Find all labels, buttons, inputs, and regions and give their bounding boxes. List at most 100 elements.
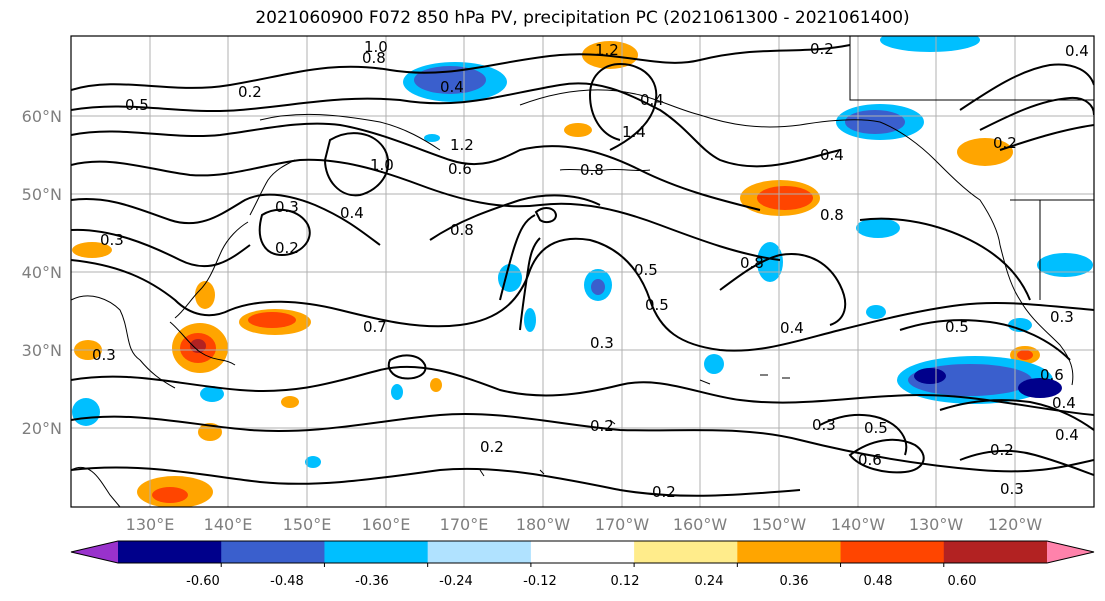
contour-label: 0.5 xyxy=(125,96,149,114)
contour-label: 1.0 xyxy=(370,156,394,174)
contour-label: 0.3 xyxy=(1000,480,1024,498)
contour-label: 0.6 xyxy=(1040,366,1064,384)
precip-positive-region xyxy=(430,378,442,392)
contour-label: 1.2 xyxy=(595,41,619,59)
lon-label: 150°W xyxy=(752,515,807,534)
colorbar-segment xyxy=(221,541,325,563)
colorbar-segment xyxy=(943,541,1048,563)
contour-labels: 1.0 0.8 1.2 0.2 0.4 0.2 0.4 0.5 0.4 1.2 … xyxy=(92,38,1089,501)
contour-label: 0.3 xyxy=(92,346,116,364)
contour-label: 0.8 xyxy=(362,49,386,67)
contour-label: 0.4 xyxy=(340,204,364,222)
contour-label: 0.8 xyxy=(820,206,844,224)
colorbar-outline xyxy=(70,540,1095,564)
precip-negative-region xyxy=(866,305,886,319)
colorbar-tick-label: -0.24 xyxy=(439,574,473,589)
precip-positive-region xyxy=(72,242,112,258)
precip-shading xyxy=(72,36,1093,507)
contour-label: 0.4 xyxy=(440,78,464,96)
colorbar-tick-label: -0.48 xyxy=(270,574,304,589)
contour-label: 0.3 xyxy=(812,416,836,434)
colorbar-tick-label: 0.12 xyxy=(611,574,640,589)
colorbar xyxy=(70,540,1095,567)
contour-label: 1.0 xyxy=(364,38,388,56)
precip-negative-core xyxy=(591,279,605,295)
precip-positive-region xyxy=(564,123,592,137)
colorbar-segment xyxy=(530,541,635,563)
colorbar-extend-max xyxy=(1047,541,1094,563)
contour-label: 0.3 xyxy=(1050,308,1074,326)
colorbar-segment xyxy=(427,541,532,563)
contour-label: 0.2 xyxy=(993,134,1017,152)
precip-negative-region xyxy=(524,308,536,332)
contour-label: 0.4 xyxy=(640,91,664,109)
contour-label: 0.2 xyxy=(990,441,1014,459)
lon-label: 170°E xyxy=(440,515,489,534)
lon-label: 160°W xyxy=(673,515,728,534)
contour-label: 0.4 xyxy=(1065,42,1089,60)
contour-label: 0.8 xyxy=(450,221,474,239)
lat-label: 40°N xyxy=(22,263,62,282)
lat-label: 30°N xyxy=(22,341,62,360)
precip-positive-core xyxy=(1017,350,1033,360)
contour-label: 1.2 xyxy=(450,136,474,154)
coastlines xyxy=(71,36,1094,507)
colorbar-segment xyxy=(737,541,842,563)
lon-label: 150°E xyxy=(283,515,332,534)
precip-negative-region xyxy=(424,134,440,142)
contour-label: 0.2 xyxy=(810,40,834,58)
contour-label: 0.5 xyxy=(945,318,969,336)
lon-label: 140°W xyxy=(831,515,886,534)
precip-positive-region xyxy=(195,281,215,309)
precip-positive-region xyxy=(957,138,1013,166)
precip-negative-region xyxy=(391,384,403,400)
colorbar-extend-min xyxy=(71,541,118,563)
contour-label: 0.6 xyxy=(858,451,882,469)
longitude-axis: 130°E 140°E 150°E 160°E 170°E 180°W 170°… xyxy=(126,515,1043,534)
contour-label: 0.4 xyxy=(780,319,804,337)
colorbar-segment xyxy=(118,541,222,563)
lon-label: 120°W xyxy=(988,515,1043,534)
contour-label: 0.6 xyxy=(448,160,472,178)
colorbar-tick-label: -0.60 xyxy=(186,574,220,589)
contour-label: 0.3 xyxy=(590,334,614,352)
contour-label: 0.3 xyxy=(100,231,124,249)
lat-label: 60°N xyxy=(22,107,62,126)
latitude-axis: 60°N 50°N 40°N 30°N 20°N xyxy=(22,107,62,438)
precip-negative-region xyxy=(200,386,224,402)
pv-contours xyxy=(71,44,1094,497)
colorbar-segment xyxy=(634,541,738,563)
precip-negative-peak xyxy=(914,368,946,384)
contour-label: 0.5 xyxy=(645,296,669,314)
contour-label: 0.4 xyxy=(1052,394,1076,412)
contour-label: 0.8 xyxy=(740,254,764,272)
colorbar-segment xyxy=(324,541,429,563)
lon-label: 130°E xyxy=(126,515,175,534)
colorbar-tick-label: 0.36 xyxy=(780,574,809,589)
contour-label: 0.7 xyxy=(363,318,387,336)
precip-negative-core xyxy=(845,110,905,134)
gridlines xyxy=(71,36,1094,507)
lon-label: 170°W xyxy=(595,515,650,534)
precip-negative-region xyxy=(498,264,522,292)
colorbar-tick-label: 0.48 xyxy=(864,574,893,589)
map-frame xyxy=(70,35,1095,508)
precip-positive-region xyxy=(281,396,299,408)
lon-label: 180°W xyxy=(516,515,571,534)
contour-label: 0.4 xyxy=(1055,426,1079,444)
precip-negative-region xyxy=(704,354,724,374)
lon-label: 140°E xyxy=(204,515,253,534)
contour-label: 1.4 xyxy=(622,123,646,141)
precip-negative-peak xyxy=(1018,378,1062,398)
contour-label: 0.5 xyxy=(634,261,658,279)
precip-negative-region xyxy=(305,456,321,468)
lat-label: 50°N xyxy=(22,185,62,204)
lat-label: 20°N xyxy=(22,419,62,438)
colorbar-tick-labels: -0.60 -0.48 -0.36 -0.24 -0.12 0.12 0.24 … xyxy=(186,574,976,589)
contour-label: 0.2 xyxy=(480,438,504,456)
precip-positive-core xyxy=(152,487,188,503)
colorbar-segment xyxy=(840,541,945,563)
contour-label: 0.2 xyxy=(275,239,299,257)
contour-label: 0.8 xyxy=(580,161,604,179)
